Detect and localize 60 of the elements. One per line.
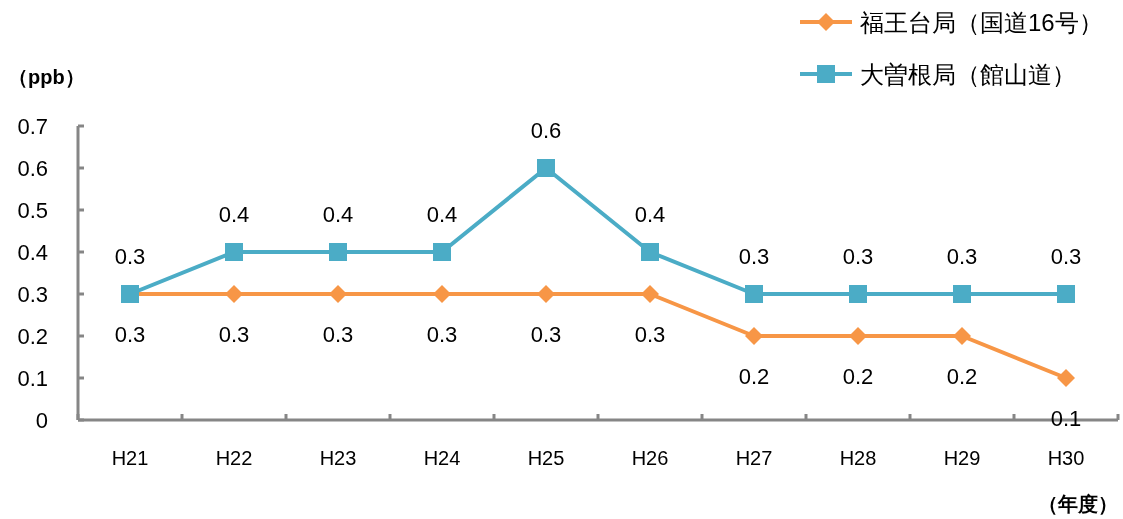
point — [225, 243, 243, 261]
y-tick-label: 0.4 — [17, 240, 48, 265]
data-label: 0.1 — [1050, 406, 1082, 431]
x-tick-label: H24 — [423, 447, 461, 469]
x-tick-label: H26 — [631, 447, 669, 469]
data-label: 0.3 — [322, 322, 354, 347]
point — [953, 285, 971, 303]
x-tick-label: H28 — [839, 447, 877, 469]
x-tick-label: H29 — [943, 447, 981, 469]
y-tick-label: 0.7 — [17, 114, 48, 139]
data-label: 0.3 — [946, 244, 978, 269]
point — [641, 243, 659, 261]
point — [329, 285, 347, 303]
data-label: 0.3 — [530, 322, 562, 347]
point — [1057, 369, 1075, 387]
y-tick-label: 0 — [35, 408, 48, 433]
point — [849, 285, 867, 303]
x-tick-label: H22 — [215, 447, 253, 469]
point — [745, 327, 763, 345]
legend-label: 大曽根局（館山道） — [860, 61, 1076, 88]
point — [1057, 285, 1075, 303]
y-tick-label: 0.3 — [17, 282, 48, 307]
legend-label: 福王台局（国道16号） — [860, 9, 1103, 36]
data-label: 0.3 — [218, 322, 250, 347]
data-label: 0.4 — [426, 202, 458, 227]
point — [953, 327, 971, 345]
data-label: 0.2 — [946, 364, 978, 389]
point — [225, 285, 243, 303]
point — [537, 285, 555, 303]
data-label: 0.4 — [634, 202, 666, 227]
point — [849, 327, 867, 345]
data-label: 0.3 — [114, 244, 146, 269]
point — [433, 243, 451, 261]
x-tick-label: H23 — [319, 447, 357, 469]
y-tick-label: 0.1 — [17, 366, 48, 391]
data-label: 0.3 — [842, 244, 874, 269]
x-tick-label: H25 — [527, 447, 565, 469]
data-label: 0.3 — [634, 322, 666, 347]
point — [329, 243, 347, 261]
y-tick-label: 0.2 — [17, 324, 48, 349]
y-tick-label: 0.5 — [17, 198, 48, 223]
y-axis-title: （ppb） — [8, 66, 85, 88]
x-tick-label: H27 — [735, 447, 773, 469]
point — [537, 159, 555, 177]
data-label: 0.3 — [738, 244, 770, 269]
point — [745, 285, 763, 303]
data-label: 0.6 — [530, 118, 562, 143]
data-label: 0.3 — [426, 322, 458, 347]
data-label: 0.4 — [322, 202, 354, 227]
data-label: 0.2 — [842, 364, 874, 389]
data-label: 0.4 — [218, 202, 250, 227]
point — [433, 285, 451, 303]
x-tick-label: H21 — [111, 447, 149, 469]
data-label: 0.3 — [1050, 244, 1082, 269]
y-tick-label: 0.6 — [17, 156, 48, 181]
x-tick-label: H30 — [1047, 447, 1085, 469]
x-axis-title: （年度） — [1038, 493, 1118, 515]
data-label: 0.2 — [738, 364, 770, 389]
data-label: 0.3 — [114, 322, 146, 347]
point — [641, 285, 659, 303]
